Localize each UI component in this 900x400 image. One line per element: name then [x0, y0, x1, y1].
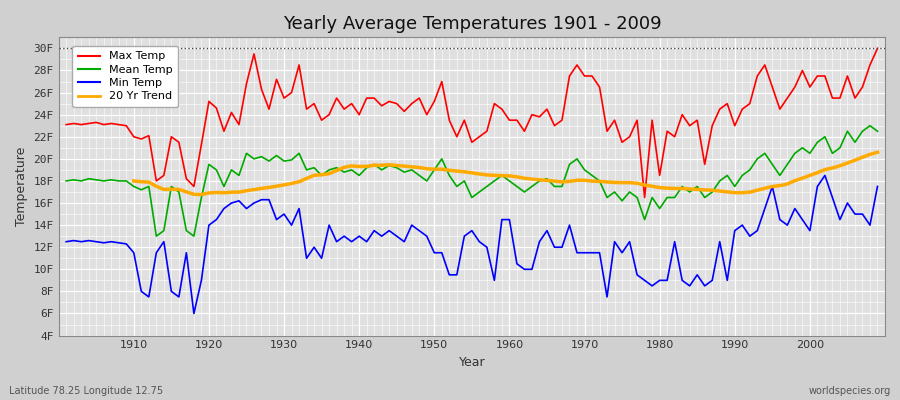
Y-axis label: Temperature: Temperature [15, 147, 28, 226]
Text: Latitude 78.25 Longitude 12.75: Latitude 78.25 Longitude 12.75 [9, 386, 163, 396]
Text: worldspecies.org: worldspecies.org [809, 386, 891, 396]
Legend: Max Temp, Mean Temp, Min Temp, 20 Yr Trend: Max Temp, Mean Temp, Min Temp, 20 Yr Tre… [73, 46, 178, 107]
Title: Yearly Average Temperatures 1901 - 2009: Yearly Average Temperatures 1901 - 2009 [283, 15, 662, 33]
X-axis label: Year: Year [458, 356, 485, 369]
